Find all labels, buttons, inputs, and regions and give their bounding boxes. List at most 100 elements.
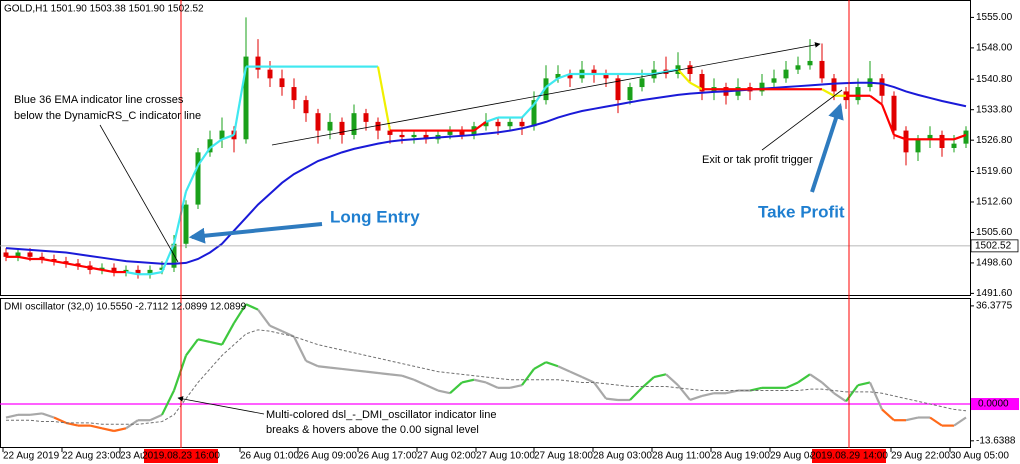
candle-body	[555, 74, 561, 79]
indicator-segment	[101, 268, 115, 274]
annotation: Take Profit	[758, 202, 845, 221]
candle-body	[627, 87, 633, 101]
indicator-segment	[905, 416, 919, 422]
indicator-segment	[809, 373, 823, 384]
candle-body	[447, 130, 453, 135]
indicator-segment	[341, 367, 355, 372]
candle-body	[303, 100, 309, 114]
candle-body	[939, 134, 945, 148]
indicator-segment	[797, 373, 811, 384]
candle-body	[759, 82, 765, 92]
indicator-segment	[821, 88, 835, 97]
candle-body	[543, 78, 549, 101]
indicator-segment	[233, 303, 247, 324]
candle-body	[135, 269, 141, 275]
indicator-segment	[377, 371, 391, 376]
indicator-segment	[557, 72, 571, 80]
indicator-segment	[881, 408, 895, 422]
indicator-segment	[125, 270, 139, 276]
indicator-segment	[868, 381, 884, 410]
candle-body	[387, 130, 393, 135]
candle-body	[339, 121, 345, 135]
indicator-segment	[149, 413, 163, 422]
indicator-segment	[185, 338, 199, 357]
candle-body	[291, 87, 297, 101]
indicator-segment	[17, 255, 31, 261]
indicator-segment	[65, 262, 79, 267]
indicator-segment	[89, 424, 103, 430]
candle-body	[519, 121, 525, 127]
y-tick-label: 1491.60	[976, 288, 1013, 299]
candle-body	[111, 267, 117, 273]
annotation: Exit or tak profit trigger	[702, 154, 813, 166]
indicator-segment	[833, 392, 847, 403]
indicator-segment	[329, 366, 343, 371]
main-panel	[0, 0, 971, 296]
indicator-segment	[437, 389, 451, 395]
annotation: below the DynamicRS_C indicator line	[14, 110, 201, 122]
y-tick-label: 1498.60	[976, 258, 1013, 269]
indicator-segment	[929, 416, 943, 427]
candle-body	[963, 130, 969, 144]
annotation-pointer	[761, 89, 843, 151]
candle-body	[603, 74, 609, 79]
indicator-segment	[389, 373, 403, 377]
candle-body	[219, 130, 225, 140]
indicator-segment	[593, 381, 607, 400]
indicator-segment	[53, 416, 67, 424]
indicator-segment	[221, 133, 235, 141]
indicator-segment	[197, 338, 211, 344]
indicator-segment	[521, 103, 535, 119]
indicator-segment	[880, 104, 896, 136]
indicator-segment	[365, 370, 379, 375]
candle-body	[639, 78, 645, 88]
indicator-segment	[425, 384, 439, 392]
candle-body	[3, 252, 9, 257]
indicator-segment	[232, 66, 248, 136]
indicator-segment	[269, 324, 283, 333]
marker-label: 2019.08.29 14:00	[810, 451, 888, 462]
annotation-arrow	[188, 222, 323, 244]
indicator-segment	[172, 355, 188, 391]
indicator-segment	[413, 378, 427, 387]
candle-body	[507, 121, 513, 127]
x-tick-label: 29 Aug 04:00	[770, 451, 829, 462]
indicator-segment	[77, 264, 91, 269]
indicator-segment	[41, 412, 55, 419]
indicator-segment	[581, 376, 595, 384]
candle-body	[567, 74, 573, 79]
candle-body	[459, 130, 465, 135]
candle-body	[951, 143, 957, 148]
indicator-segment	[953, 416, 967, 427]
indicator-segment	[953, 133, 967, 141]
candle-body	[279, 78, 285, 88]
level-label: 0.0000	[978, 399, 1009, 410]
candle-body	[831, 78, 837, 92]
indicator-segment	[160, 243, 176, 273]
indicator-segment	[653, 70, 667, 76]
indicator-segment	[485, 381, 499, 389]
candle-body	[687, 65, 693, 74]
indicator-segment	[689, 394, 703, 402]
candle-body	[423, 134, 429, 140]
candle-body	[483, 121, 489, 127]
indicator-segment	[821, 381, 835, 395]
candle-body	[783, 69, 789, 79]
annotation-pointer	[177, 396, 265, 415]
y-tick-label: 36.3775	[976, 301, 1013, 312]
indicator-segment	[845, 384, 859, 402]
indicator-segment	[629, 387, 643, 401]
indicator-segment	[857, 381, 871, 387]
y-tick-label: -13.6388	[976, 435, 1016, 446]
candle-body	[795, 65, 801, 70]
indicator-segment	[376, 66, 392, 131]
y-tick-label: 1555.00	[976, 12, 1013, 23]
indicator-line	[6, 329, 967, 425]
indicator-segment	[701, 392, 715, 398]
y-tick-label: 1526.80	[976, 135, 1013, 146]
price-label: 1502.52	[975, 240, 1012, 251]
indicator-segment	[893, 133, 907, 141]
candle-body	[591, 69, 597, 74]
indicator-segment	[221, 322, 235, 346]
